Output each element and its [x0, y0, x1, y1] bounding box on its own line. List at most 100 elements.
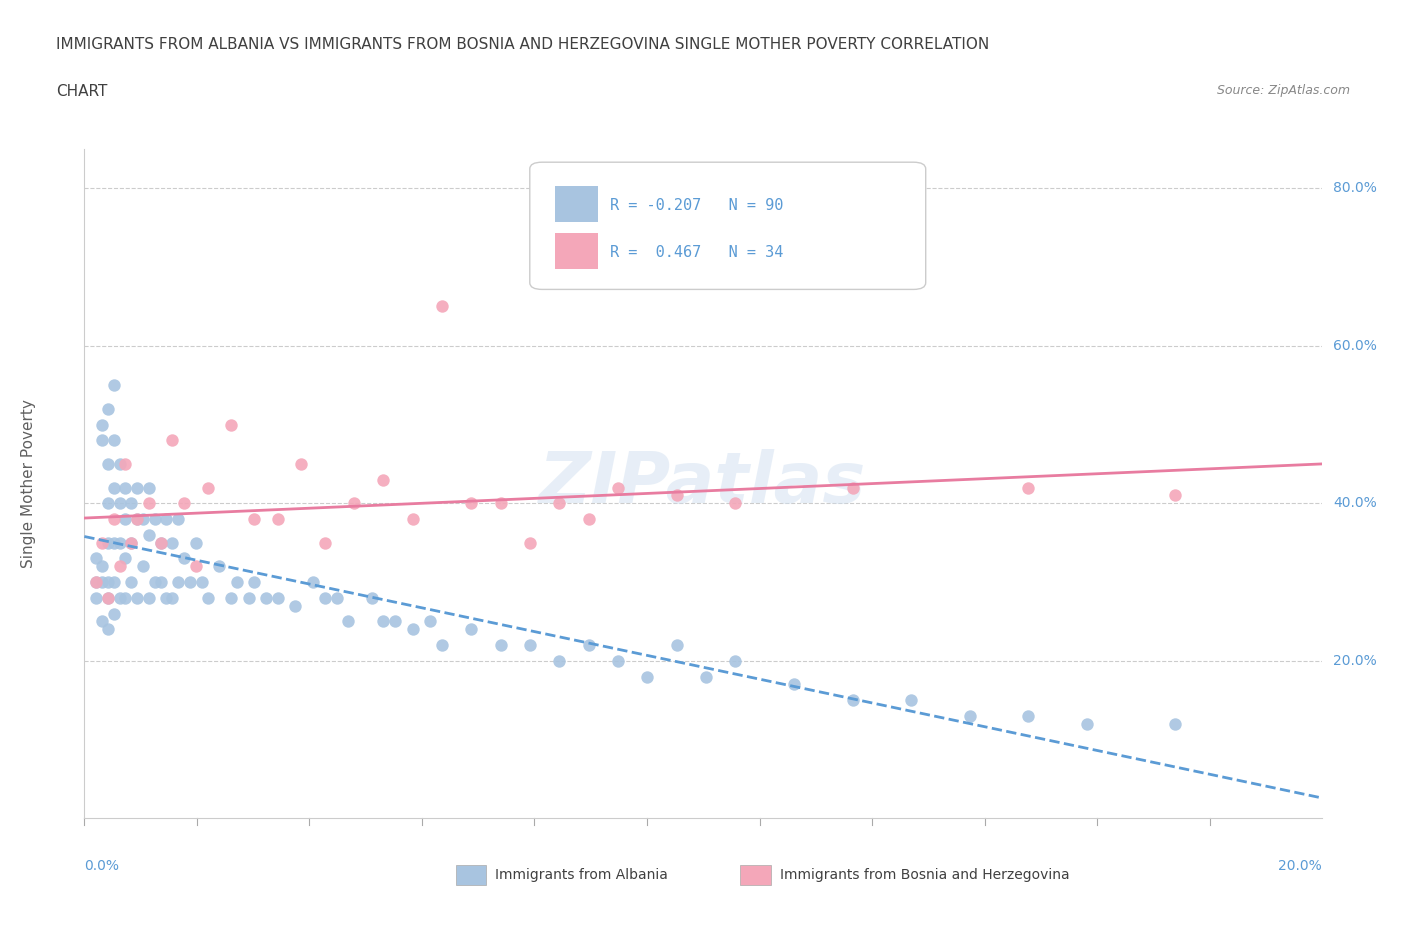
Point — [97, 575, 120, 590]
Point — [108, 591, 131, 605]
Point — [103, 432, 125, 447]
Point — [548, 496, 571, 511]
Point — [489, 496, 512, 511]
Point — [91, 559, 114, 574]
Point — [665, 638, 688, 653]
Point — [607, 480, 630, 495]
Point — [402, 512, 425, 526]
Point — [155, 591, 177, 605]
Point — [184, 559, 207, 574]
Point — [325, 591, 347, 605]
Point — [120, 575, 142, 590]
Point — [190, 575, 212, 590]
Point — [173, 551, 195, 565]
Point — [138, 591, 160, 605]
FancyBboxPatch shape — [554, 232, 598, 270]
Point — [1164, 716, 1187, 731]
Point — [384, 614, 406, 629]
Point — [284, 598, 307, 613]
Text: CHART: CHART — [56, 84, 108, 99]
Point — [243, 575, 266, 590]
Point — [97, 536, 120, 551]
Point — [225, 575, 247, 590]
Point — [290, 457, 312, 472]
Point — [373, 614, 395, 629]
Point — [143, 575, 166, 590]
Point — [1076, 716, 1098, 731]
Point — [373, 472, 395, 487]
Point — [91, 417, 114, 432]
Point — [155, 512, 177, 526]
Point — [1017, 709, 1039, 724]
Point — [108, 559, 131, 574]
Point — [162, 591, 184, 605]
Text: R = -0.207   N = 90: R = -0.207 N = 90 — [610, 198, 783, 213]
FancyBboxPatch shape — [530, 162, 925, 289]
Point — [84, 591, 107, 605]
Point — [430, 299, 453, 313]
Point — [254, 591, 277, 605]
Point — [197, 480, 219, 495]
Text: 80.0%: 80.0% — [1333, 181, 1378, 195]
Point — [179, 575, 201, 590]
Point — [162, 536, 184, 551]
Point — [120, 536, 142, 551]
Point — [1017, 480, 1039, 495]
Point — [108, 457, 131, 472]
Point — [460, 622, 482, 637]
Point — [1164, 488, 1187, 503]
Point — [132, 559, 155, 574]
Point — [238, 591, 260, 605]
Point — [959, 709, 981, 724]
Point — [120, 496, 142, 511]
Point — [548, 654, 571, 669]
Point — [636, 670, 658, 684]
Point — [97, 591, 120, 605]
Point — [103, 536, 125, 551]
Point — [314, 591, 336, 605]
Point — [149, 536, 172, 551]
Point — [197, 591, 219, 605]
Point — [841, 693, 863, 708]
Text: R =  0.467   N = 34: R = 0.467 N = 34 — [610, 246, 783, 260]
Point — [578, 512, 600, 526]
Point — [97, 591, 120, 605]
Point — [114, 457, 136, 472]
Point — [841, 480, 863, 495]
Text: 20.0%: 20.0% — [1278, 858, 1322, 872]
Point — [91, 575, 114, 590]
Point — [184, 536, 207, 551]
Point — [114, 512, 136, 526]
Point — [103, 512, 125, 526]
Point — [419, 614, 441, 629]
Point — [519, 638, 541, 653]
Point — [91, 432, 114, 447]
Point — [97, 622, 120, 637]
FancyBboxPatch shape — [554, 186, 598, 222]
Point — [138, 496, 160, 511]
Point — [402, 622, 425, 637]
Point — [607, 654, 630, 669]
Text: Single Mother Poverty: Single Mother Poverty — [21, 399, 37, 568]
Point — [114, 480, 136, 495]
Point — [138, 527, 160, 542]
Point — [91, 536, 114, 551]
Point — [167, 575, 190, 590]
Text: ZIPatlas: ZIPatlas — [540, 449, 866, 518]
Point — [127, 512, 149, 526]
Point — [103, 575, 125, 590]
Point — [132, 512, 155, 526]
Point — [724, 496, 747, 511]
Point — [519, 536, 541, 551]
Point — [108, 536, 131, 551]
Point — [84, 551, 107, 565]
Point — [360, 591, 382, 605]
Point — [343, 496, 366, 511]
Text: IMMIGRANTS FROM ALBANIA VS IMMIGRANTS FROM BOSNIA AND HERZEGOVINA SINGLE MOTHER : IMMIGRANTS FROM ALBANIA VS IMMIGRANTS FR… — [56, 37, 990, 52]
Point — [114, 591, 136, 605]
Point — [208, 559, 231, 574]
Point — [97, 496, 120, 511]
Point — [724, 654, 747, 669]
Point — [103, 606, 125, 621]
Point — [167, 512, 190, 526]
